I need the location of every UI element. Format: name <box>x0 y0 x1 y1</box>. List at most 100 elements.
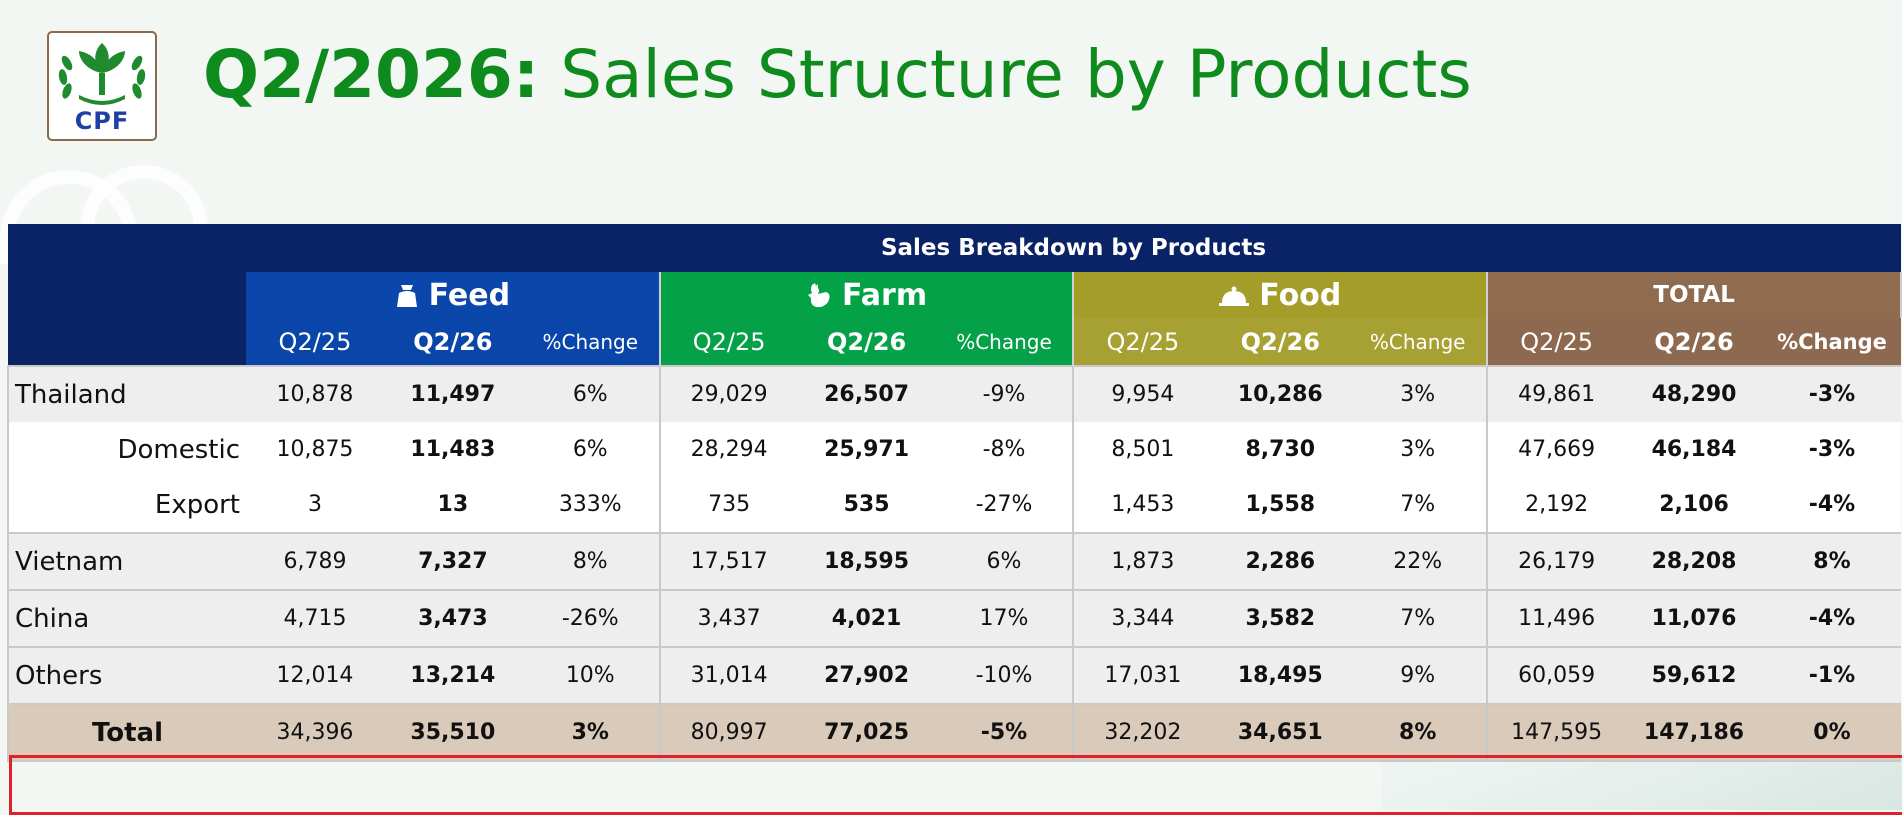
subheader-prev: Q2/25 <box>1487 318 1626 366</box>
table-cell: 8% <box>1349 703 1489 762</box>
row-label: Domestic <box>7 422 246 477</box>
table-cell: 18,495 <box>1211 646 1350 704</box>
subheader-cur: Q2/26 <box>1211 318 1350 366</box>
table-cell: 34,651 <box>1211 703 1350 762</box>
table-cell: 8,501 <box>1073 422 1212 477</box>
feed-sack-icon <box>396 285 417 307</box>
subheader-pct: %Change <box>935 318 1075 366</box>
table-cell: 11,483 <box>383 422 522 477</box>
table-cell: 2,286 <box>1211 532 1350 590</box>
table-cell: 6% <box>935 532 1075 590</box>
table-cell: 9,954 <box>1073 365 1212 422</box>
table-cell: -5% <box>935 703 1075 762</box>
table-cell: 47,669 <box>1487 422 1626 477</box>
table-cell: 35,510 <box>383 703 522 762</box>
page-title: Q2/2026: Sales Structure by Products <box>203 30 1472 120</box>
table-cell: -26% <box>521 589 661 647</box>
row-label: Export <box>7 477 246 533</box>
table-cell: 26,179 <box>1487 532 1626 590</box>
group-header-total: TOTAL <box>1487 272 1902 318</box>
title-quarter: Q2/2026: <box>203 36 540 113</box>
group-header-farm: Farm <box>659 272 1075 318</box>
table-row: Others 12,014 13,214 10% 31,014 27,902 -10% 17,… <box>7 646 1901 704</box>
table-row: Thailand 10,878 11,497 6% 29,029 26,507 -9% 9,9… <box>7 365 1901 422</box>
table-cell: -8% <box>935 422 1075 477</box>
table-cell: 2,106 <box>1625 477 1763 533</box>
table-cell: 7,327 <box>383 532 522 590</box>
table-cell: 46,184 <box>1625 422 1763 477</box>
logo-text: CPF <box>74 107 130 135</box>
table-cell: 3% <box>521 703 661 762</box>
row-label: Vietnam <box>7 532 246 590</box>
table-cell: 147,186 <box>1625 703 1763 762</box>
table-cell: 11,076 <box>1625 589 1763 647</box>
table-cell: 18,595 <box>797 532 936 590</box>
table-cell: 28,208 <box>1625 532 1763 590</box>
table-main-header: Sales Breakdown by Products <box>246 224 1901 272</box>
table-cell: 29,029 <box>659 365 798 422</box>
table-cell: 3% <box>1349 422 1489 477</box>
table-cell: 3,473 <box>383 589 522 647</box>
table-cell: 48,290 <box>1625 365 1763 422</box>
food-cloche-icon <box>1219 286 1250 306</box>
table-cell: -27% <box>935 477 1075 533</box>
table-cell: 77,025 <box>797 703 936 762</box>
table-cell: 13 <box>383 477 522 533</box>
table-cell: 11,497 <box>383 365 522 422</box>
table-cell: 4,021 <box>797 589 936 647</box>
subheader-pct: %Change <box>1349 318 1489 366</box>
table-cell: 3,344 <box>1073 589 1212 647</box>
row-label: Total <box>7 703 246 762</box>
table-cell: 17,031 <box>1073 646 1212 704</box>
table-cell: 6% <box>521 365 661 422</box>
table-cell: 735 <box>659 477 798 533</box>
table-cell: 3 <box>246 477 384 533</box>
subheader-prev: Q2/25 <box>246 318 384 366</box>
table-cell: 3% <box>1349 365 1489 422</box>
table-cell: 0% <box>1762 703 1901 762</box>
subheader-prev: Q2/25 <box>659 318 798 366</box>
table-cell: 11,496 <box>1487 589 1626 647</box>
table-cell: 80,997 <box>659 703 798 762</box>
subheader-cur: Q2/26 <box>797 318 936 366</box>
table-cell: 25,971 <box>797 422 936 477</box>
row-label: China <box>7 589 246 647</box>
group-header-feed: Feed <box>246 272 661 318</box>
table-cell: 10,875 <box>246 422 384 477</box>
table-cell: 333% <box>521 477 661 533</box>
table-cell: 4,715 <box>246 589 384 647</box>
table-cell: 34,396 <box>246 703 384 762</box>
table-cell: 31,014 <box>659 646 798 704</box>
table-cell: 17% <box>935 589 1075 647</box>
table-cell: 28,294 <box>659 422 798 477</box>
table-cell: 147,595 <box>1487 703 1626 762</box>
table-cell: -3% <box>1762 365 1901 422</box>
subheader-cur: Q2/26 <box>1625 318 1763 366</box>
row-label: Thailand <box>7 365 246 422</box>
subheader-cur: Q2/26 <box>383 318 522 366</box>
group-header-food: Food <box>1073 272 1489 318</box>
table-cell: 3,437 <box>659 589 798 647</box>
cpf-wheat-logo-icon <box>58 43 146 105</box>
row-label: Others <box>7 646 246 704</box>
table-cell: -10% <box>935 646 1075 704</box>
table-row: Vietnam 6,789 7,327 8% 17,517 18,595 6% 1,873 2,… <box>7 532 1901 590</box>
table-row: Total 34,396 35,510 3% 80,997 77,025 -5% 32,202… <box>7 703 1901 762</box>
table-cell: 32,202 <box>1073 703 1212 762</box>
table-cell: 1,558 <box>1211 477 1350 533</box>
table-cell: 8% <box>521 532 661 590</box>
group-label: Farm <box>842 277 928 313</box>
table-cell: -1% <box>1762 646 1901 704</box>
title-text: Sales Structure by Products <box>539 36 1472 113</box>
table-cell: 27,902 <box>797 646 936 704</box>
table-cell: 6,789 <box>246 532 384 590</box>
table-cell: 10,878 <box>246 365 384 422</box>
subheader-pct: %Change <box>521 318 661 366</box>
table-cell: 49,861 <box>1487 365 1626 422</box>
table-cell: 6% <box>521 422 661 477</box>
table-cell: -4% <box>1762 477 1901 533</box>
table-cell: 535 <box>797 477 936 533</box>
table-cell: 26,507 <box>797 365 936 422</box>
table-cell: 1,453 <box>1073 477 1212 533</box>
subheader-pct: %Change <box>1762 318 1901 366</box>
